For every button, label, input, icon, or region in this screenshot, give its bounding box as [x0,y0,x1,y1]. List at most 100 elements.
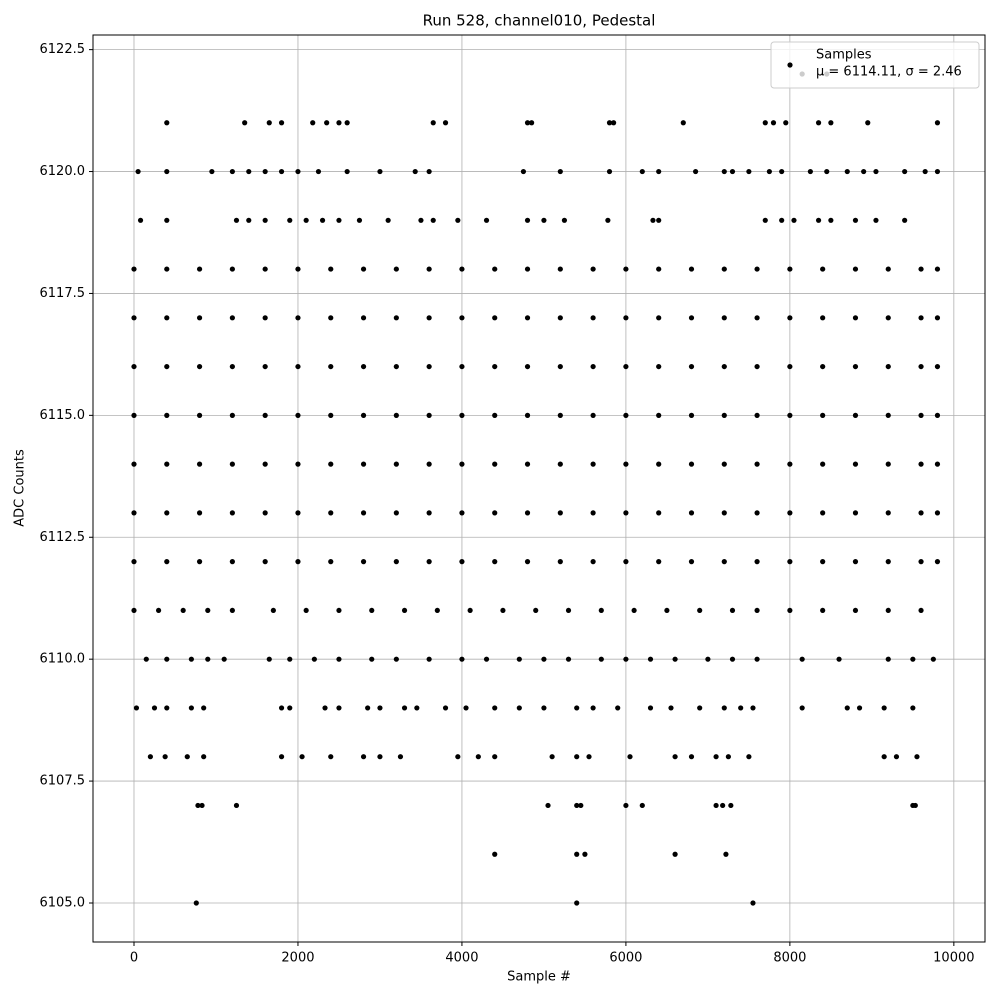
point [565,607,572,614]
y-axis-label: ADC Counts [13,449,28,527]
point [360,559,367,565]
point [328,461,334,467]
point [295,315,301,321]
point [561,217,568,223]
point [656,266,662,272]
legend-label: Samples [816,48,872,63]
point [229,363,235,370]
point [647,705,654,711]
point [934,168,941,175]
point [459,363,465,370]
point [412,168,418,175]
point [885,363,891,370]
point [754,412,760,418]
point [873,217,879,223]
point [209,168,215,175]
point [401,607,408,614]
point [143,656,149,662]
point [463,705,469,711]
point [738,705,744,711]
point [524,363,531,370]
point [229,559,235,565]
point [221,656,227,662]
point [483,217,490,223]
point [459,656,465,662]
point [328,315,334,321]
point [672,754,678,760]
point [893,754,900,760]
point [574,900,580,906]
point [623,656,629,662]
point [426,363,432,370]
point [233,802,240,809]
point [705,656,711,662]
point [852,315,859,321]
point [852,412,859,418]
point [885,656,891,662]
point [688,510,695,516]
point [164,120,170,126]
point [861,168,867,175]
point [787,266,793,272]
point [164,461,170,467]
point [852,461,859,467]
point [750,900,756,906]
point [385,217,391,223]
point [815,120,822,126]
point [393,412,399,418]
point [151,705,158,711]
point [779,168,785,175]
point [442,705,449,711]
point [426,412,432,418]
point [295,510,301,516]
point [656,168,662,175]
point [725,754,731,760]
point [578,802,584,809]
chart-title: Run 528, channel010, Pedestal [423,12,656,30]
point [278,754,285,760]
point [426,266,432,272]
point [131,461,137,467]
point [131,559,137,565]
point [606,120,613,126]
point [934,363,941,370]
legend-stats: μ = 6114.11, σ = 2.46 [816,65,962,80]
point [820,266,826,272]
point [910,705,916,711]
point [500,607,506,614]
point [650,217,656,223]
point [336,217,342,223]
x-tick-label: 4000 [445,951,478,966]
point [820,510,826,516]
point [262,461,268,467]
point [229,461,235,467]
point [414,705,420,711]
point [557,266,563,272]
point [721,412,727,418]
point [131,510,137,516]
point [688,559,695,565]
point [824,168,830,175]
y-tick-label: 6117.5 [40,286,86,301]
point [229,412,235,418]
point [672,851,678,857]
point [656,412,662,418]
y-tick-label: 6107.5 [40,774,86,789]
point [754,607,760,614]
point [492,315,498,321]
point [720,802,726,809]
point [459,461,465,467]
point [799,705,805,711]
point [434,607,440,614]
point [278,120,285,126]
point [524,559,531,565]
point [262,412,268,418]
point [516,705,522,711]
point [557,412,563,418]
point [565,656,572,662]
point [328,363,334,370]
point [656,363,662,370]
x-tick-label: 10000 [933,951,974,966]
point [754,510,760,516]
